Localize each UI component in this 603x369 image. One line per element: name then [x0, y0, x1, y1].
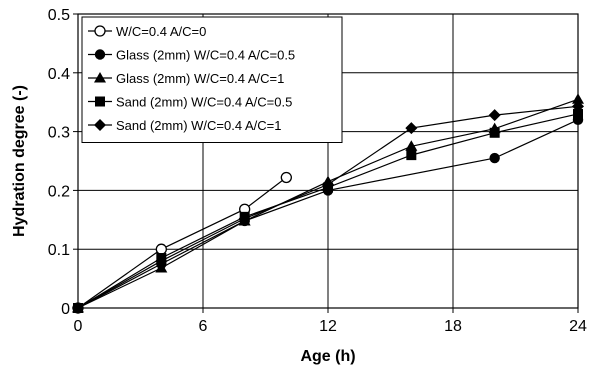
x-tick-label: 6 [199, 318, 208, 335]
data-point [488, 109, 501, 122]
y-tick-label: 0.4 [48, 66, 70, 83]
legend-label: W/C=0.4 A/C=0 [116, 24, 206, 39]
data-point [405, 122, 418, 135]
data-point [489, 152, 500, 164]
y-axis-title: Hydration degree (-) [11, 85, 28, 237]
legend-item: W/C=0.4 A/C=0 [88, 24, 206, 39]
data-point [322, 178, 334, 191]
legend-marker [94, 25, 106, 37]
legend-item: Sand (2mm) W/C=0.4 A/C=1 [88, 118, 281, 133]
legend-item: Glass (2mm) W/C=0.4 A/C=0.5 [88, 48, 295, 63]
plot-frame [77, 13, 579, 309]
legend-label: Sand (2mm) W/C=0.4 A/C=0.5 [116, 95, 292, 110]
series-line-1 [77, 119, 579, 309]
series-layer [72, 93, 584, 314]
legend-marker [94, 119, 106, 131]
legend-label: Glass (2mm) W/C=0.4 A/C=0.5 [116, 48, 295, 63]
x-tick-label: 12 [319, 318, 337, 335]
y-tick-label: 0.5 [48, 7, 70, 24]
data-point [72, 302, 84, 314]
tick-labels: 0 6 12 18 24 0 0.1 0.2 0.3 0.4 0.5 [48, 7, 587, 335]
legend: W/C=0.4 A/C=0 Glass (2mm) W/C=0.4 A/C=0.5… [81, 16, 343, 143]
y-tick-label: 0 [61, 301, 70, 318]
series-line-0 [77, 176, 287, 309]
y-tick-label: 0.2 [48, 183, 70, 200]
legend-marker [95, 96, 105, 107]
legend-item: Glass (2mm) W/C=0.4 A/C=1 [88, 71, 284, 86]
data-point [155, 262, 168, 273]
data-point [572, 93, 584, 104]
data-point [405, 140, 418, 151]
x-axis-title: Age (h) [300, 348, 355, 365]
x-tick-label: 24 [569, 318, 587, 335]
x-tick-label: 0 [74, 318, 83, 335]
data-point [572, 100, 584, 113]
legend-marker [94, 72, 106, 83]
data-point [155, 243, 167, 255]
data-point [155, 254, 168, 267]
legend-box [81, 16, 343, 143]
y-tick-label: 0.3 [48, 125, 70, 142]
data-point [280, 171, 292, 184]
data-point [406, 150, 417, 161]
data-point [489, 127, 500, 138]
legend-item: Sand (2mm) W/C=0.4 A/C=0.5 [88, 95, 292, 110]
legend-label: Sand (2mm) W/C=0.4 A/C=1 [116, 118, 281, 133]
y-tick-label: 0.1 [48, 242, 70, 259]
legend-marker [94, 49, 106, 60]
legend-label: Glass (2mm) W/C=0.4 A/C=1 [116, 71, 284, 86]
data-point [573, 108, 583, 119]
series-markers-4 [72, 100, 584, 314]
x-tick-label: 18 [444, 318, 462, 335]
data-point [238, 212, 251, 225]
